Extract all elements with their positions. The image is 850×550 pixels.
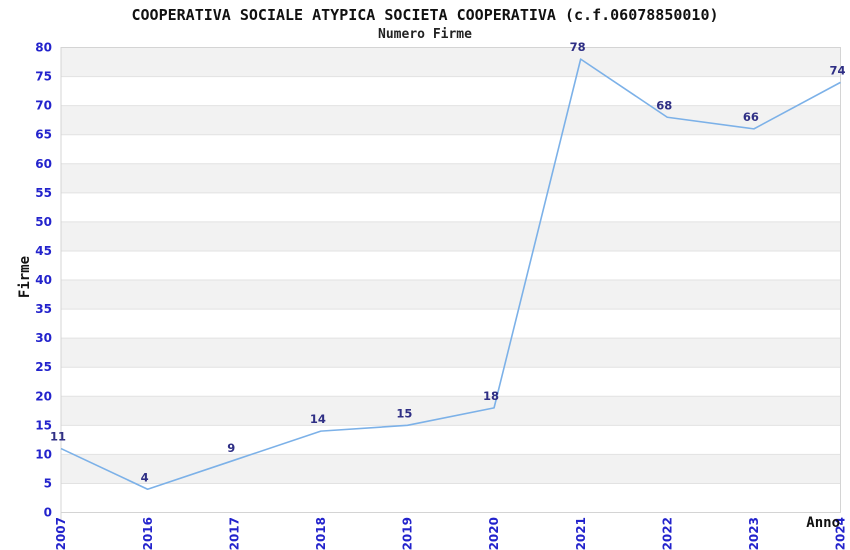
plot-band [61,396,841,426]
y-tick-label: 55 [35,186,52,200]
y-tick-label: 0 [44,506,52,520]
plot-band [61,221,841,251]
x-tick-label: 2016 [141,517,155,550]
data-point-label: 74 [829,63,845,77]
y-tick-label: 25 [35,360,52,374]
y-tick-label: 60 [35,157,52,171]
x-tick-label: 2019 [401,517,415,550]
x-axis-title: Anno [806,515,840,531]
y-tick-label: 30 [35,331,52,345]
chart-subtitle: Numero Firme [378,27,472,42]
data-point-label: 11 [50,430,66,444]
y-tick-label: 35 [35,302,52,316]
y-tick-label: 75 [35,70,52,84]
y-tick-label: 50 [35,215,52,229]
plot-band [61,163,841,193]
plot-band [61,338,841,368]
y-tick-label: 70 [35,99,52,113]
data-point-label: 78 [570,40,586,54]
y-tick-label: 45 [35,244,52,258]
x-tick-label: 2024 [834,517,848,550]
plot-band [61,280,841,310]
x-tick-label: 2022 [660,517,674,550]
data-point-label: 14 [310,412,326,426]
y-tick-label: 10 [35,447,52,461]
x-tick-label: 2018 [314,517,328,550]
y-tick-label: 15 [35,418,52,432]
chart-title: COOPERATIVA SOCIALE ATYPICA SOCIETA COOP… [131,6,719,24]
data-point-label: 68 [656,98,672,112]
data-point-label: 66 [743,110,759,124]
data-point-label: 4 [141,470,149,484]
data-point-label: 18 [483,389,499,403]
x-tick-label: 2021 [574,517,588,550]
y-tick-label: 80 [35,41,52,55]
y-tick-label: 20 [35,389,52,403]
data-point-label: 15 [396,406,412,420]
x-tick-label: 2023 [747,517,761,550]
plot-band [61,454,841,484]
data-point-label: 9 [227,441,235,455]
x-tick-label: 2007 [54,517,68,550]
y-tick-label: 5 [44,476,52,490]
y-tick-label: 65 [35,128,52,142]
plot-band [61,47,841,77]
plot-border [60,47,841,513]
plot-band [61,105,841,135]
y-tick-label: 40 [35,273,52,287]
data-line [60,58,841,491]
x-tick-label: 2017 [227,517,241,550]
x-tick-label: 2020 [487,517,501,550]
